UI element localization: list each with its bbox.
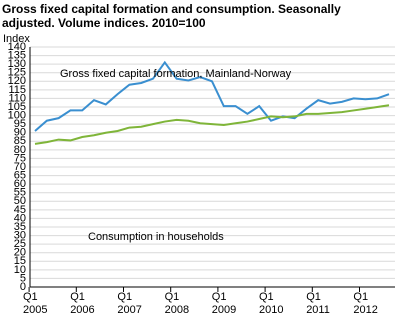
y-tick-label: 0 [20,281,26,293]
y-tick-label: 55 [14,187,26,199]
y-tick-label: 125 [8,67,26,79]
chart-title: Gross fixed capital formation and consum… [2,2,341,30]
series-label: Consumption in households [88,231,224,243]
x-tick-label: Q1 2006 [70,291,95,316]
x-tick-label: Q1 2009 [211,291,237,316]
x-tick-label: Q1 2008 [164,291,190,316]
y-tick-label: 80 [14,144,26,156]
y-tick-label: 115 [8,84,26,96]
y-tick-label: 50 [14,195,26,207]
y-axis-label: Index [3,33,30,45]
y-tick-label: 140 [8,41,26,53]
x-tick-label: Q1 2012 [353,291,378,316]
y-tick-label: 15 [14,255,26,267]
y-tick-label: 90 [14,127,26,139]
x-tick-label: Q1 2007 [117,291,142,316]
y-tick-label: 95 [14,118,26,130]
series-line [34,60,390,132]
y-tick-label: 10 [14,264,26,276]
y-tick-label: 5 [20,272,26,284]
series-label: Gross fixed capital formation, Mainland-… [60,68,292,80]
series-line [34,104,390,145]
y-tick-label: 85 [14,135,26,147]
y-tick-label: 40 [14,212,26,224]
y-tick-label: 30 [14,229,26,241]
y-tick-label: 100 [8,109,26,121]
y-tick-label: 60 [14,178,26,190]
y-tick-label: 65 [14,169,26,181]
y-tick-label: 45 [14,204,26,216]
y-tick-label: 20 [14,247,26,259]
x-tick-label: Q1 2005 [23,291,48,316]
y-tick-label: 70 [14,161,26,173]
y-tick-label: 35 [14,221,26,233]
y-tick-label: 130 [8,58,26,70]
y-tick-label: 105 [8,101,26,113]
y-tick-label: 110 [8,92,26,104]
y-tick-label: 135 [8,49,26,61]
y-tick-label: 25 [14,238,26,250]
x-tick-label: Q1 2010 [259,291,284,316]
x-tick-label: Q1 2011 [306,291,330,316]
y-tick-label: 75 [14,152,26,164]
y-tick-label: 120 [8,75,26,87]
